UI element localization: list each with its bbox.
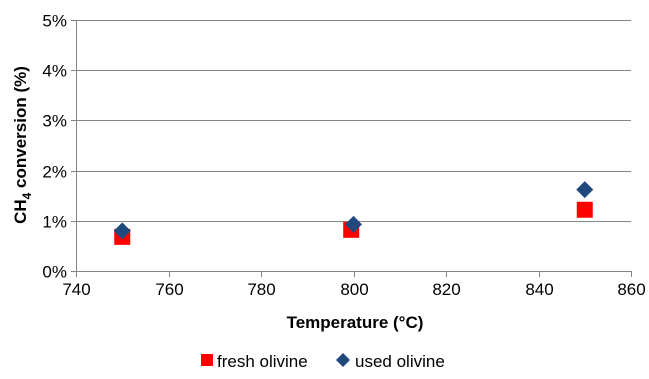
x-tick-label: 740 <box>62 280 90 299</box>
y-tick-labels: 0% 1% 2% 3% 4% 5% <box>42 12 67 282</box>
x-tick-label: 780 <box>247 280 275 299</box>
y-tick-label: 0% <box>42 263 67 282</box>
x-tick-label: 800 <box>340 280 368 299</box>
x-axis-title: Temperature (°C) <box>287 313 424 332</box>
data-markers <box>113 181 594 245</box>
y-tick-label: 4% <box>42 62 67 81</box>
y-tick-label: 5% <box>42 12 67 31</box>
data-point-fresh-olivine <box>576 201 593 218</box>
x-tick-labels: 740 760 780 800 820 840 860 <box>62 280 645 299</box>
data-point-used-olivine <box>345 215 362 233</box>
legend: fresh olivine used olivine <box>201 352 445 371</box>
gridlines <box>76 20 631 222</box>
y-tick-label: 2% <box>42 163 67 182</box>
y-axis-title-prefix: CH <box>11 199 30 224</box>
legend-marker-fresh-olivine <box>201 354 213 366</box>
x-tick-label: 760 <box>155 280 183 299</box>
y-axis-title: CH4 conversion (%) <box>11 66 34 224</box>
data-point-used-olivine <box>576 181 594 199</box>
y-tick-label: 3% <box>42 112 67 131</box>
legend-label-used-olivine: used olivine <box>355 352 445 371</box>
y-axis-title-suffix: conversion (%) <box>11 66 30 193</box>
legend-label-fresh-olivine: fresh olivine <box>217 352 308 371</box>
x-tick-label: 840 <box>525 280 553 299</box>
y-tick-label: 1% <box>42 213 67 232</box>
y-axis-title-subscript: 4 <box>20 192 34 199</box>
legend-marker-used-olivine <box>336 353 350 367</box>
x-tick-label: 820 <box>432 280 460 299</box>
x-tick-label: 860 <box>617 280 645 299</box>
data-point-used-olivine <box>113 222 131 240</box>
axes <box>71 20 632 277</box>
